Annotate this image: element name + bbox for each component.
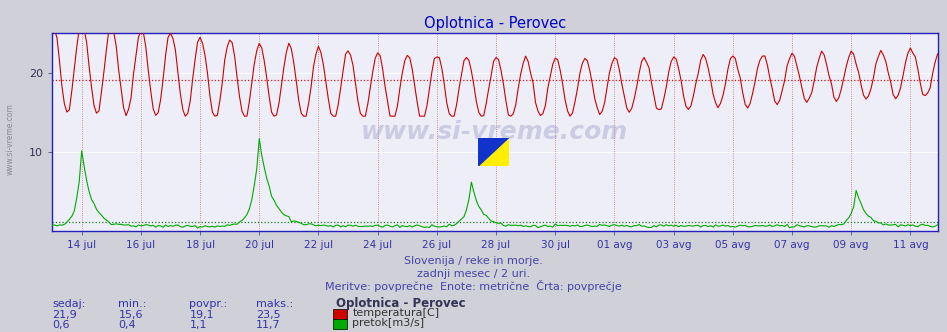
- Text: Slovenija / reke in morje.: Slovenija / reke in morje.: [404, 256, 543, 266]
- Text: 11,7: 11,7: [256, 320, 280, 330]
- Text: 15,6: 15,6: [118, 310, 143, 320]
- Text: min.:: min.:: [118, 299, 147, 309]
- Text: 21,9: 21,9: [52, 310, 77, 320]
- Text: maks.:: maks.:: [256, 299, 293, 309]
- Text: pretok[m3/s]: pretok[m3/s]: [352, 318, 424, 328]
- Text: Meritve: povprečne  Enote: metrične  Črta: povprečje: Meritve: povprečne Enote: metrične Črta:…: [325, 281, 622, 292]
- Text: Oplotnica - Perovec: Oplotnica - Perovec: [336, 297, 466, 310]
- Text: 19,1: 19,1: [189, 310, 214, 320]
- Title: Oplotnica - Perovec: Oplotnica - Perovec: [423, 16, 566, 31]
- Text: zadnji mesec / 2 uri.: zadnji mesec / 2 uri.: [417, 269, 530, 279]
- Text: 23,5: 23,5: [256, 310, 280, 320]
- Text: 1,1: 1,1: [189, 320, 206, 330]
- Text: temperatura[C]: temperatura[C]: [352, 308, 439, 318]
- Polygon shape: [478, 138, 509, 166]
- Text: www.si-vreme.com: www.si-vreme.com: [361, 120, 629, 144]
- Text: sedaj:: sedaj:: [52, 299, 85, 309]
- Text: 0,6: 0,6: [52, 320, 69, 330]
- Polygon shape: [478, 138, 509, 166]
- Text: 0,4: 0,4: [118, 320, 136, 330]
- Text: www.si-vreme.com: www.si-vreme.com: [6, 104, 15, 175]
- Text: povpr.:: povpr.:: [189, 299, 227, 309]
